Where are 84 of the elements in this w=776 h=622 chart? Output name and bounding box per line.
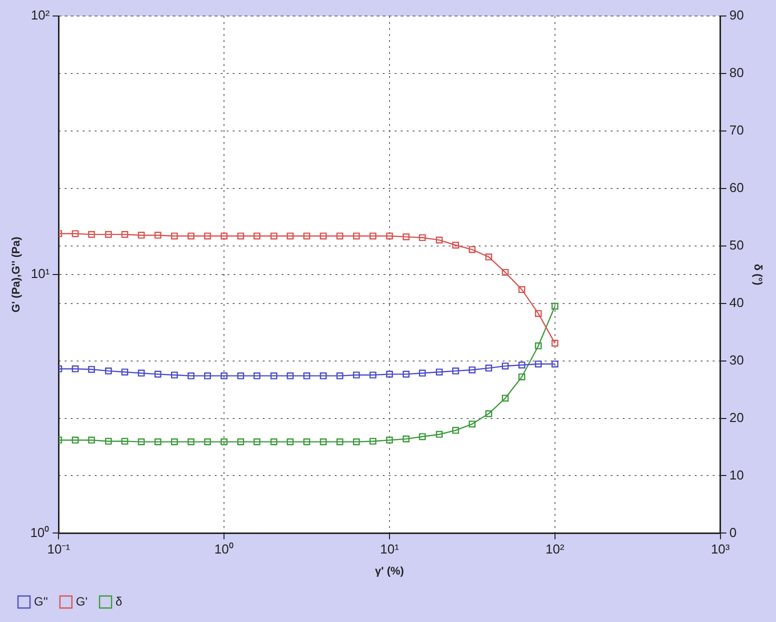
x-axis-title: γ' (%) [375,565,404,578]
point [286,372,294,380]
point [436,368,443,376]
point [105,231,112,238]
point [204,372,211,380]
point [336,372,344,380]
point [72,230,79,238]
point [320,372,327,380]
point [220,372,228,380]
point [188,232,194,240]
point [303,232,310,240]
point [468,246,476,253]
point [72,365,79,372]
point [121,231,128,238]
y-axis-title: G' (Pa),G'' (Pa) [10,236,23,312]
point [468,366,476,374]
x-tick-label: 10⁰ [214,542,234,557]
point [502,268,509,276]
y2-tick-label: 30 [729,352,744,368]
x-tick-label: 10¹ [380,542,400,557]
y2-tick-label: 20 [729,410,744,425]
point [418,234,426,242]
y2-tick-label: 60 [729,180,744,195]
point [518,286,526,294]
point [237,232,244,240]
point [551,360,558,368]
point [270,372,278,380]
point [138,370,145,377]
point [370,232,376,240]
point [518,362,526,368]
point [386,370,393,378]
point [154,370,162,378]
point [485,254,492,260]
point [502,362,509,370]
x-tick-label: 10² [546,542,565,557]
point [386,232,393,240]
legend-label: G' [76,594,88,608]
legend-label: δ [116,594,123,608]
point [352,232,360,240]
point [452,242,460,249]
y2-tick-label: 50 [729,237,744,252]
point [270,232,278,240]
point [171,232,178,240]
point [402,370,410,378]
point [320,232,327,240]
y2-axis-title: δ (°) [751,264,764,286]
x-tick-label: 10⁻¹ [47,542,71,557]
point [105,368,112,374]
y2-tick-label: 10 [729,467,744,482]
point [188,372,194,380]
x-tick-label: 10³ [710,542,730,557]
point [254,372,260,380]
y-tick-label: 10² [30,8,50,23]
y2-tick-label: 40 [729,294,744,310]
point [254,232,260,240]
point [551,340,558,347]
point [418,370,426,377]
point [370,372,376,378]
y-tick-label: 10⁰ [30,524,50,540]
point [534,310,542,317]
point [88,231,95,238]
point [485,364,492,372]
point [204,232,211,240]
point [452,368,460,374]
point [352,372,360,378]
point [121,368,128,376]
point [436,236,443,244]
y-tick-label: 10¹ [30,266,50,282]
point [88,366,95,373]
point [237,372,244,380]
y2-tick-label: 70 [729,122,744,138]
y2-tick-label: 90 [729,8,744,23]
legend-label: G'' [34,594,48,608]
point [138,232,145,239]
point [220,232,228,240]
point [534,360,542,368]
point [336,232,344,240]
y2-tick-label: 80 [729,65,744,80]
y2-tick-label: 0 [729,524,737,540]
point [286,232,294,240]
point [171,372,178,378]
point [154,232,162,239]
point [402,233,410,240]
point [303,372,310,380]
